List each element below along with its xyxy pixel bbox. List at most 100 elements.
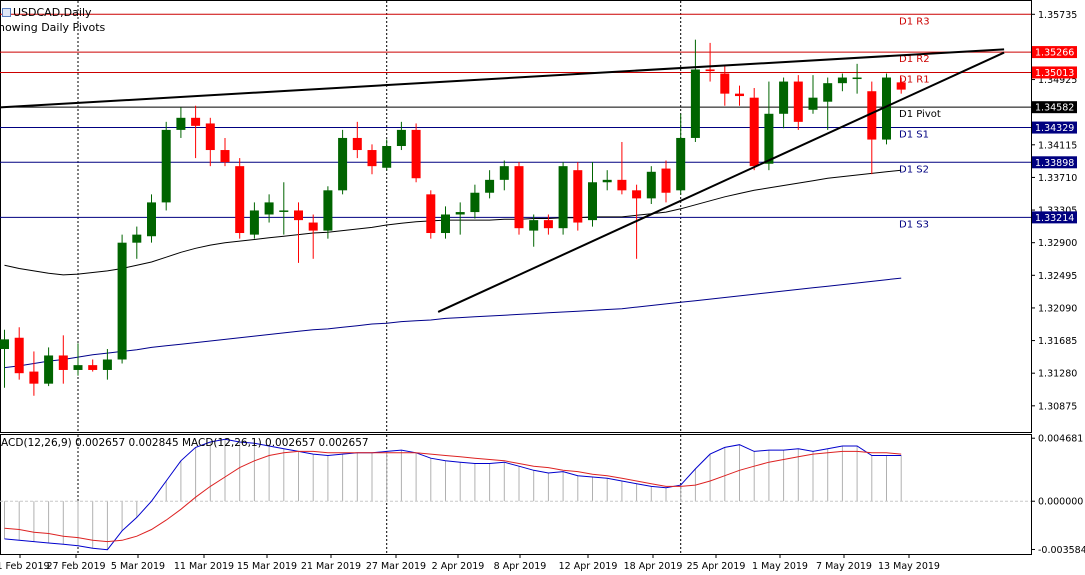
candle-body (617, 179, 627, 191)
pivot-label: D1 R1 (899, 74, 930, 85)
candle-body (426, 194, 436, 234)
candle-body (264, 202, 274, 215)
candle-body (646, 171, 656, 199)
time-axis-label: 5 Mar 2019 (111, 561, 165, 572)
pivot-lines: D1 R3 D1 R2 D1 R1 D1 Pivot D1 S1 D1 S2 D1 S3 (0, 13, 1031, 230)
candle-body (632, 190, 642, 199)
candle-body (499, 166, 509, 180)
price-axis-label: 1.31280 (1038, 369, 1077, 380)
candle-body (485, 179, 495, 193)
candle-body (161, 129, 171, 203)
chart-header: USDCAD,Daily (2, 6, 92, 19)
candle-body (705, 69, 715, 72)
price-axis-label: 1.35735 (1038, 10, 1077, 21)
candle-body (735, 93, 744, 97)
candle-body (470, 192, 480, 213)
price-axis-label: 1.33710 (1038, 173, 1077, 184)
candle-body (455, 212, 465, 215)
candle-body (382, 146, 392, 168)
candle-body (779, 81, 789, 114)
candle-body (529, 220, 539, 231)
candle-body (132, 234, 142, 243)
price-tag-label: 1.33214 (1035, 213, 1074, 224)
candle-body (411, 129, 421, 179)
moving-averages (4, 169, 902, 369)
candle-body (338, 137, 348, 191)
price-axis-label: 1.34115 (1038, 140, 1077, 151)
candle-body (558, 166, 568, 229)
candle-body (896, 82, 906, 90)
price-tag-label: 1.33898 (1035, 158, 1074, 169)
candle-body (867, 91, 877, 140)
pivot-label: D1 S1 (899, 130, 929, 141)
pivot-label: D1 R2 (899, 54, 930, 65)
macd-title: MACD(12,26,9) 0.002657 0.002845 MACD(12,… (0, 437, 369, 449)
macd-panel-frame (0, 434, 1032, 555)
trendline (0, 48, 1005, 109)
candle-body (823, 83, 833, 102)
time-axis-label: 25 Apr 2019 (687, 561, 746, 572)
candle-body (235, 166, 245, 234)
price-tag (1032, 156, 1077, 169)
price-axis-label: 1.32495 (1038, 271, 1077, 282)
time-axis-label: 27 Feb 2019 (46, 561, 105, 572)
indicator-note: Showing Daily Pivots (0, 21, 106, 34)
time-axis-label: 12 Apr 2019 (559, 561, 618, 572)
candle-body (102, 359, 112, 370)
price-tag (1032, 101, 1077, 114)
price-tag (1032, 211, 1077, 224)
candle-body (720, 73, 730, 94)
candle-body (661, 168, 671, 193)
price-axis-label: 1.34925 (1038, 75, 1077, 86)
symbol-title: USDCAD,Daily (13, 6, 92, 19)
candle-body (323, 190, 333, 231)
candle-body (543, 220, 553, 229)
candle-body (676, 137, 686, 191)
candle-body (514, 166, 524, 229)
candle-body (176, 117, 186, 130)
price-tag (1032, 121, 1077, 134)
price-tag-label: 1.34329 (1035, 123, 1074, 134)
pivot-label: D1 Pivot (899, 109, 941, 120)
time-axis-label: 18 Apr 2019 (624, 561, 683, 572)
candle-body (294, 210, 303, 221)
time-axis-label: 7 May 2019 (816, 561, 872, 572)
candles (0, 39, 906, 396)
price-axis-label: 1.32900 (1038, 238, 1077, 249)
time-axis-label: 21 Mar 2019 (301, 561, 361, 572)
candle-body (352, 137, 362, 151)
trendlines (0, 48, 1005, 313)
pivot-label: D1 S3 (899, 219, 929, 230)
price-tag (1032, 46, 1077, 59)
candle-body (191, 117, 201, 126)
macd-signal-line (4, 450, 902, 543)
pivot-label: D1 R3 (899, 16, 930, 27)
pivot-label: D1 S2 (899, 164, 929, 175)
candle-body (837, 77, 847, 84)
macd-line (4, 438, 902, 551)
candle-body (367, 150, 377, 167)
candle-body (793, 81, 803, 122)
macd-indicator: 0.004681 0.000000 -0.003584 (0, 434, 1085, 556)
price-tag-label: 1.35013 (1035, 68, 1074, 79)
candle-body (0, 339, 9, 350)
price-tag (1032, 66, 1077, 79)
candle-body (573, 170, 583, 223)
price-axis-label: 1.30875 (1038, 401, 1077, 412)
candle-body (602, 179, 612, 183)
candle-body (88, 365, 98, 370)
time-axis-label: 27 Mar 2019 (366, 561, 426, 572)
candle-body (588, 182, 597, 221)
time-axis-label: 13 May 2019 (878, 561, 940, 572)
candle-body (58, 355, 68, 370)
price-tag-label: 1.34582 (1035, 103, 1074, 114)
candle-body (808, 97, 818, 110)
ma-fast-line (4, 169, 902, 276)
candle-body (29, 371, 39, 384)
candle-body (14, 337, 24, 374)
candle-body (147, 202, 156, 237)
candle-body (396, 129, 406, 147)
candle-body (852, 77, 862, 80)
